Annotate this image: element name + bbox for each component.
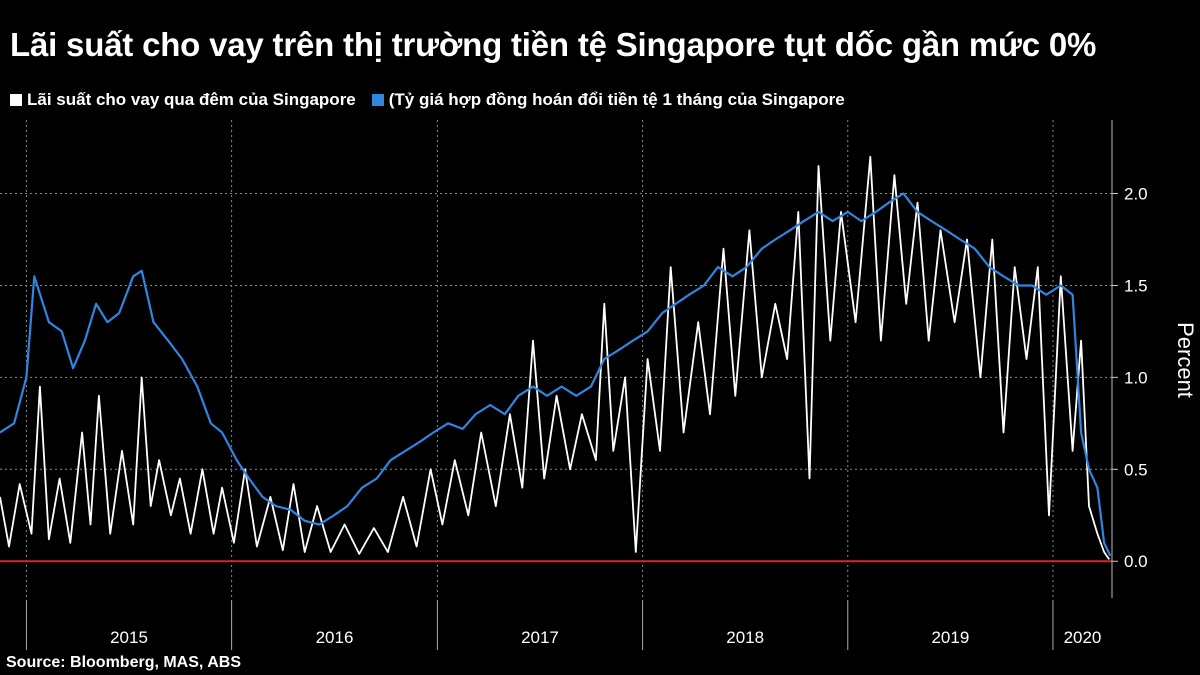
x-tick-label-0: 2015 (110, 628, 148, 647)
x-tick-label-5: 2020 (1064, 628, 1102, 647)
legend-item-swap: (Tỷ giá hợp đồng hoán đổi tiền tệ 1 thán… (371, 90, 845, 110)
series-group (0, 155, 1112, 563)
source-note: Source: Bloomberg, MAS, ABS (6, 654, 241, 671)
y-axis-title: Percent (1173, 322, 1198, 398)
legend-label-overnight: Lãi suất cho vay qua đêm của Singapore (27, 90, 356, 109)
legend-item-overnight: Lãi suất cho vay qua đêm của Singapore (10, 90, 356, 110)
series-line-0 (0, 155, 1110, 560)
legend-swatch-blue (371, 94, 384, 106)
y-tick-label-4: 2.0 (1124, 185, 1148, 204)
legend-label-swap: (Tỷ giá hợp đồng hoán đổi tiền tệ 1 thán… (388, 90, 845, 109)
y-tick-label-0: 0.0 (1124, 552, 1148, 571)
legend: Lãi suất cho vay qua đêm của Singapore (… (10, 90, 845, 110)
x-tick-label-2: 2017 (521, 628, 559, 647)
grid (0, 120, 1112, 598)
x-tick-label-3: 2018 (726, 628, 764, 647)
chart-title: Lãi suất cho vay trên thị trường tiền tệ… (10, 26, 1097, 63)
y-tick-label-3: 1.5 (1124, 276, 1148, 295)
y-tick-label-2: 1.0 (1124, 368, 1148, 387)
axes: 0.0 0.5 1.0 1.5 2.0 2015 2016 2017 2018 2019 2020 P… (25, 120, 1198, 650)
series-line-1 (0, 192, 1112, 557)
x-tick-label-1: 2016 (316, 628, 354, 647)
legend-swatch-white (10, 94, 22, 106)
x-tick-label-4: 2019 (931, 628, 969, 647)
y-tick-label-1: 0.5 (1124, 460, 1148, 479)
